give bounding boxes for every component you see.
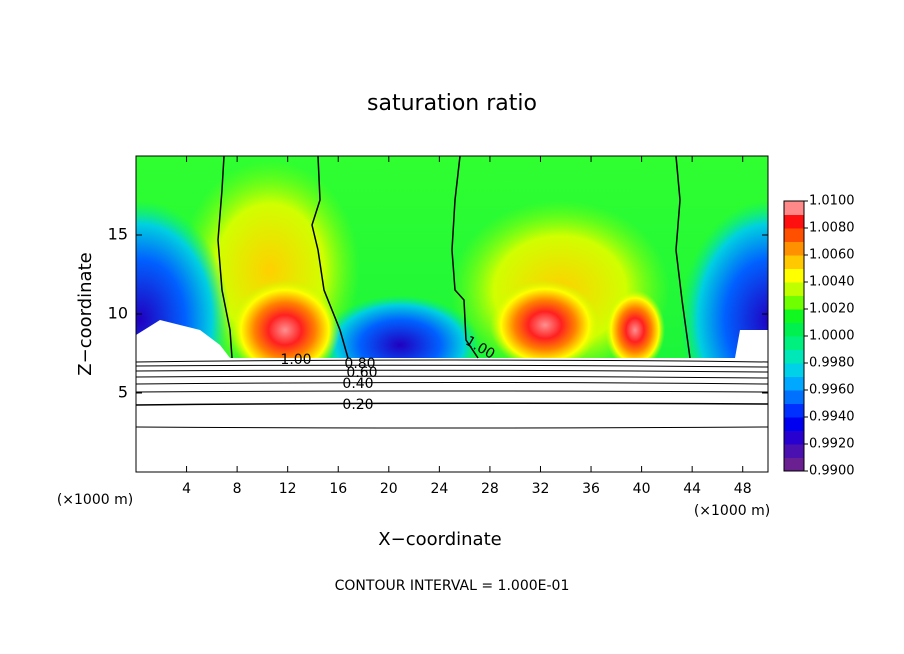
x-unit-label: (×1000 m) [694, 503, 770, 519]
y-tick-label: 15 [108, 225, 128, 244]
colorbar-label: 1.0060 [809, 248, 855, 263]
chart-title: saturation ratio [367, 91, 537, 116]
x-tick-label: 44 [683, 481, 701, 497]
field-void [735, 330, 768, 358]
colorbar-label: 0.9900 [809, 464, 855, 479]
colorbar-band [784, 363, 804, 377]
x-unit-label: (×1000 m) [57, 492, 133, 508]
colorbar-band [784, 444, 804, 458]
x-tick-label: 8 [233, 481, 242, 497]
contour-label: 0.40 [342, 376, 373, 392]
x-tick-label: 36 [582, 481, 600, 497]
colorbar-band [784, 295, 804, 310]
colorbar-band [784, 282, 804, 296]
colorbar-band [784, 403, 804, 418]
colorbar-band [784, 322, 804, 337]
colorbar-band [784, 457, 804, 472]
contour-lines [136, 359, 768, 429]
colorbar-label: 1.0000 [809, 329, 855, 344]
x-axis-label: X−coordinate [378, 529, 501, 550]
x-tick-label: 40 [633, 481, 651, 497]
x-tick-label: 16 [329, 481, 347, 497]
colorbar-band [784, 214, 804, 229]
colorbar-band [784, 241, 804, 256]
colorbar-band [784, 430, 804, 445]
y-tick-label: 10 [108, 304, 128, 323]
colorbar-label: 0.9980 [809, 356, 855, 371]
contour-label: 0.80 [344, 356, 375, 372]
colorbar-label: 0.9920 [809, 437, 855, 452]
colorbar-band [784, 255, 804, 269]
field-blob [490, 280, 600, 370]
contour-lines [217, 156, 691, 359]
field-void [136, 358, 768, 472]
x-tick-label: 32 [532, 481, 550, 497]
colorbar-band [784, 336, 804, 350]
x-tick-label: 24 [430, 481, 448, 497]
colorbar-band [784, 201, 804, 215]
colorbar-band [784, 309, 804, 323]
field-blob [605, 290, 665, 370]
colorbar-band [784, 349, 804, 364]
field-blob [230, 280, 340, 380]
colorbar-label: 1.0080 [809, 221, 855, 236]
colorbar-band [784, 390, 804, 404]
colorbar-band [784, 268, 804, 283]
x-tick-label: 4 [182, 481, 191, 497]
colorbar-label: 1.0100 [809, 194, 855, 209]
y-axis-label: Z−coordinate [75, 252, 96, 375]
x-tick-label: 12 [279, 481, 297, 497]
footer: CONTOUR INTERVAL = 1.000E-01 [335, 578, 570, 594]
colorbar-label: 0.9940 [809, 410, 855, 425]
colorbar-band [784, 417, 804, 431]
colorbar-label: 1.0040 [809, 275, 855, 290]
x-tick-label: 48 [734, 481, 752, 497]
contour-label: 0.20 [342, 397, 373, 413]
x-tick-label: 28 [481, 481, 499, 497]
colorbar-label: 0.9960 [809, 383, 855, 398]
colorbar-band [784, 228, 804, 242]
colorbar-band [784, 376, 804, 391]
contour-label: 0.60 [346, 365, 377, 381]
y-tick-label: 5 [118, 383, 128, 402]
contour-label: 1.00 [280, 352, 311, 368]
colorbar-label: 1.0020 [809, 302, 855, 317]
field-void [136, 320, 230, 358]
field [136, 156, 768, 472]
x-tick-label: 20 [380, 481, 398, 497]
